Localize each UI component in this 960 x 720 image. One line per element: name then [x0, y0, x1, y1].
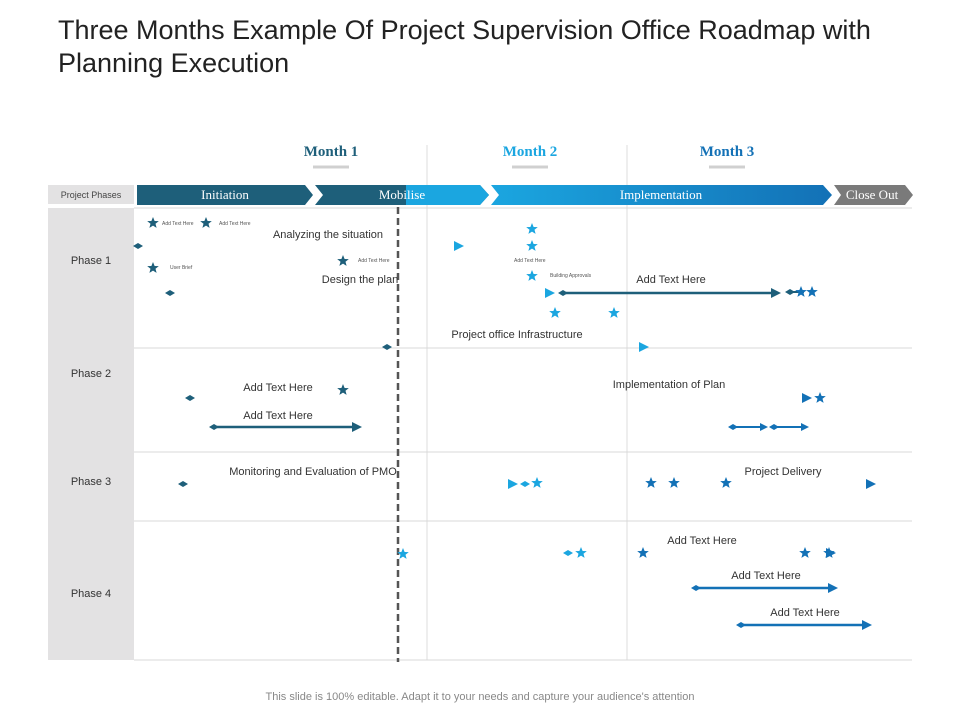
task-implementation-of-plan [185, 393, 812, 403]
star-icon [549, 307, 561, 318]
star-icon [526, 240, 538, 251]
impl-plan-label: Implementation of Plan [613, 379, 726, 391]
star-icon [147, 217, 159, 228]
tiny-note-2: Add Text Here [219, 221, 251, 227]
mobilise-label: Mobilise [379, 187, 425, 202]
star-icon [799, 547, 811, 558]
task-design-the-plan [165, 288, 555, 298]
add-text-p1-label: Add Text Here [636, 274, 706, 286]
add-text-p4b-label: Add Text Here [731, 570, 801, 582]
star-icon [814, 392, 826, 403]
task-add-text-phase-4c [736, 620, 872, 630]
star-icon [806, 286, 818, 297]
star-icon [645, 477, 657, 488]
tiny-note-1: Add Text Here [162, 221, 194, 227]
month-1-label: Month 1 [304, 144, 359, 160]
task-add-text-phase-1 [558, 288, 804, 298]
task-project-office-infrastructure [382, 342, 649, 352]
star-icon [337, 255, 349, 266]
tiny-note-5: Add Text Here [514, 258, 546, 264]
monitoring-label: Monitoring and Evaluation of PMO [229, 466, 397, 478]
phase-4-label: Phase 4 [71, 588, 111, 600]
star-icon [668, 477, 680, 488]
phase-2-label: Phase 2 [71, 368, 111, 380]
task-analyzing-the-situation [133, 241, 464, 251]
add-text-p4a-label: Add Text Here [667, 535, 737, 547]
star-icon [575, 547, 587, 558]
star-icon [200, 217, 212, 228]
mobilise-chevron-highlight [406, 185, 489, 205]
add-text-p2a-label: Add Text Here [243, 382, 313, 394]
star-icon [795, 286, 807, 297]
page-title: Three Months Example Of Project Supervis… [58, 15, 871, 78]
tiny-note-6: Building Approvals [550, 273, 592, 279]
close-out-chevron [834, 185, 913, 205]
implementation-chevron [491, 185, 832, 205]
task-project-delivery [520, 479, 876, 489]
star-icon [526, 223, 538, 234]
star-icon [720, 477, 732, 488]
star-icon [526, 270, 538, 281]
delivery-label: Project Delivery [744, 466, 822, 478]
close-out-label: Close Out [846, 187, 899, 202]
initiation-label: Initiation [201, 187, 249, 202]
task-add-text-phase-2b [209, 422, 362, 432]
footer-note: This slide is 100% editable. Adapt it to… [265, 691, 695, 703]
project-phases-label: Project Phases [61, 190, 122, 200]
infrastructure-label: Project office Infrastructure [451, 329, 582, 341]
task-add-text-phase-4a [563, 548, 836, 558]
initiation-chevron [137, 185, 313, 205]
add-text-p4c-label: Add Text Here [770, 607, 840, 619]
design-label: Design the plan [322, 274, 398, 286]
star-icon [637, 547, 649, 558]
star-icon [147, 262, 159, 273]
task-monitoring-evaluation [178, 479, 518, 489]
month-3-label: Month 3 [700, 144, 755, 160]
analyzing-label: Analyzing the situation [273, 229, 383, 241]
phase-1-label: Phase 1 [71, 255, 111, 267]
add-text-p2b-label: Add Text Here [243, 410, 313, 422]
tiny-note-4: Add Text Here [358, 258, 390, 264]
tiny-note-3: User Brief [170, 265, 193, 271]
task-add-text-phase-4b [691, 583, 838, 593]
implementation-label: Implementation [620, 187, 703, 202]
star-icon [531, 477, 543, 488]
phase-column-panel [48, 208, 134, 660]
phase-3-label: Phase 3 [71, 476, 111, 488]
star-icon [337, 384, 349, 395]
star-icon [608, 307, 620, 318]
row-dividers [134, 207, 912, 661]
task-short-arrows-phase-2 [728, 423, 809, 431]
project-phases-header [48, 185, 134, 204]
month-2-label: Month 2 [503, 144, 558, 160]
